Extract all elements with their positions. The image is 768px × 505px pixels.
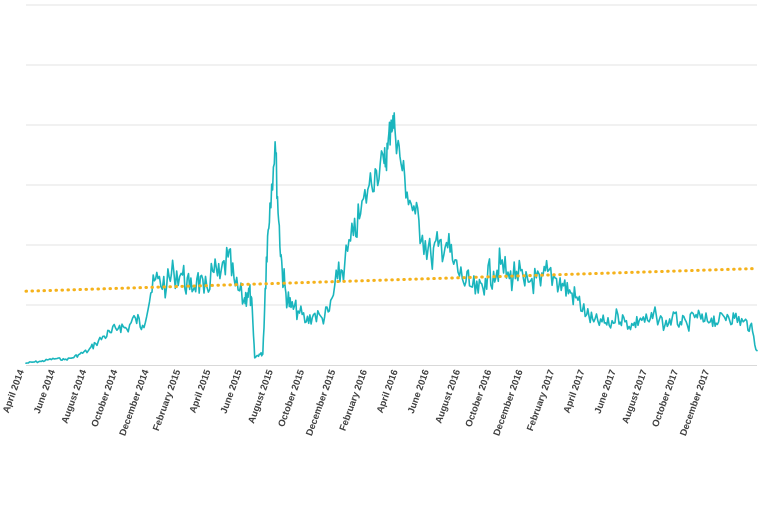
x-tick-label: February 2017: [525, 368, 557, 432]
x-tick-label: October 2015: [276, 368, 307, 429]
gridlines: [26, 4, 757, 306]
x-tick-label: February 2015: [151, 368, 184, 433]
trendline-path: [24, 267, 759, 293]
x-tick-label: August 2015: [246, 368, 276, 426]
trendline-series: [24, 267, 759, 293]
x-tick-label: April 2015: [188, 368, 214, 415]
x-tick-label: December 2015: [304, 368, 338, 438]
x-tick-label: April 2017: [562, 368, 588, 414]
x-tick-label: December 2016: [491, 368, 525, 437]
x-tick-label: October 2014: [89, 368, 120, 429]
x-tick-label: April 2016: [375, 368, 401, 414]
x-tick-labels: April 2014 June 2014 August 2014 October 20…: [1, 368, 712, 438]
x-tick-label: August 2017: [620, 368, 650, 425]
x-tick-label: October 2016: [463, 368, 494, 428]
x-tick-label: June 2014: [32, 368, 58, 416]
x-tick-label: December 2017: [678, 368, 712, 437]
x-tick-label: April 2014: [1, 368, 27, 415]
x-tick-label: February 2016: [338, 368, 370, 432]
x-tick-label: June 2016: [406, 368, 432, 415]
series-layer: [24, 112, 759, 364]
x-tick-label: August 2016: [433, 368, 463, 425]
x-tick-label: December 2014: [117, 368, 151, 438]
data-series: [25, 112, 758, 364]
series-line: [25, 112, 758, 364]
x-tick-label: June 2017: [593, 368, 619, 415]
x-tick-label: August 2014: [60, 368, 90, 426]
x-tick-label: October 2017: [650, 368, 681, 428]
x-tick-label: June 2015: [219, 368, 245, 416]
